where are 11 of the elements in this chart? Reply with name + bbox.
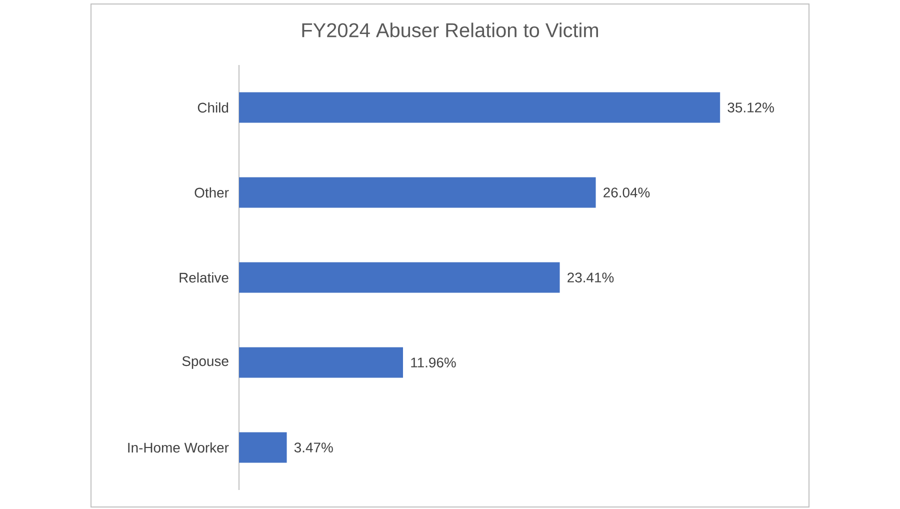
data-label: 26.04%	[604, 188, 650, 198]
y-tick-label: In-Home Worker	[128, 442, 229, 453]
y-tick-label: Relative	[180, 272, 228, 283]
y-tick-label: Child	[198, 102, 228, 113]
data-label: 23.41%	[568, 272, 614, 282]
chart-title: FY2024 Abuser Relation to Victim	[302, 22, 598, 38]
data-label: 3.47%	[294, 442, 333, 452]
data-label: 35.12%	[728, 102, 774, 112]
y-tick-label: Other	[194, 187, 229, 198]
y-tick-label: Spouse	[182, 356, 228, 369]
data-label: 11.96%	[411, 358, 456, 368]
